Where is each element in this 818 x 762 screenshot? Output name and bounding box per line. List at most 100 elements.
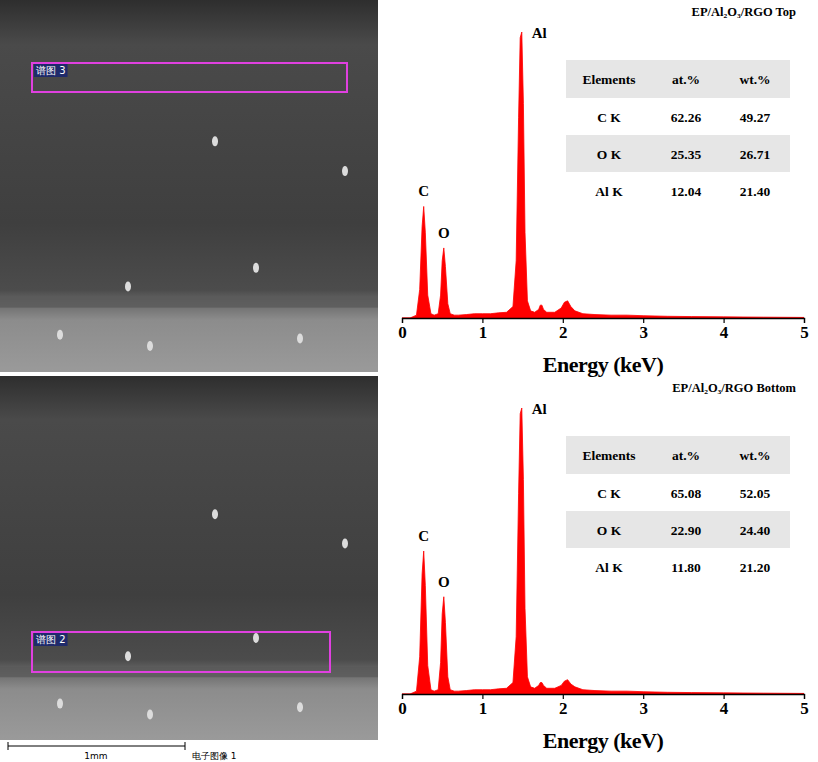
image-speck — [212, 136, 218, 146]
tick-label: 5 — [800, 699, 809, 718]
table-row-shade — [566, 60, 790, 98]
tick-label: 4 — [720, 699, 729, 718]
tick-label: 1 — [479, 699, 488, 718]
peak-label: Al — [532, 401, 547, 417]
table-header: Elements — [582, 448, 635, 463]
axis-title: Energy (keV) — [543, 352, 664, 377]
image-speck — [253, 633, 259, 643]
image-speck — [297, 702, 303, 712]
image-speck — [342, 538, 348, 548]
table-cell: 22.90 — [671, 523, 702, 538]
axis-line — [403, 319, 805, 324]
peak-label: C — [418, 183, 429, 199]
peak-label: O — [438, 225, 450, 241]
tick-label: 3 — [639, 323, 648, 342]
selection-label-text: 谱图 3 — [36, 65, 66, 76]
plot-area — [402, 408, 804, 694]
scale-bar-end — [185, 742, 186, 750]
table-cell: Al K — [595, 560, 623, 575]
chart-title: EP/Al₂O₃/RGO Bottom — [672, 381, 796, 395]
table-cell: C K — [597, 486, 621, 501]
image-speck — [253, 263, 259, 273]
peak-label: C — [418, 528, 429, 544]
x-axis: 0 1 2 3 4 5 — [398, 694, 809, 718]
spectrum-area — [402, 32, 804, 318]
image-speck — [125, 651, 131, 661]
image-speck — [147, 710, 153, 720]
image-caption: 电子图像 1 — [192, 751, 237, 761]
figure: 谱图 3 谱图 2 1mm 电子图像 1 0 1 2 3 4 5 Energy (keV) EP/Al… — [0, 0, 818, 762]
table-row-shade — [566, 135, 790, 172]
scale-bar: 1mm 电子图像 1 — [8, 742, 237, 761]
table-header: wt.% — [739, 448, 770, 463]
tick-label: 0 — [398, 699, 407, 718]
tick: 0 — [398, 318, 407, 342]
scale-bar-end — [8, 742, 9, 750]
selection-box — [32, 63, 347, 92]
peak-label: Al — [532, 25, 547, 41]
plot-area — [402, 32, 804, 318]
spectrum-panel: 0 1 2 3 4 5 Energy (keV) EP/Al₂O₃/RGO Bottom C O A… — [398, 381, 809, 753]
table-header: wt.% — [739, 72, 770, 87]
sem-image: 谱图 2 — [0, 376, 378, 740]
sem-image: 谱图 3 — [0, 0, 378, 372]
chart-title: EP/Al₂O₃/RGO Top — [692, 5, 796, 19]
spectrum-panel: 0 1 2 3 4 5 Energy (keV) EP/Al₂O₃/RGO Top C O Al El… — [398, 5, 809, 377]
tick: 2 — [559, 694, 568, 718]
image-speck — [147, 341, 153, 351]
table-cell: 65.08 — [671, 486, 702, 501]
image-speck — [57, 699, 63, 709]
selection-box — [32, 632, 330, 672]
table-cell: 25.35 — [671, 147, 702, 162]
image-speck — [57, 330, 63, 340]
table-header: Elements — [582, 72, 635, 87]
tick-label: 3 — [639, 699, 648, 718]
image-speck — [297, 334, 303, 344]
image-speck — [212, 509, 218, 519]
tick-label: 2 — [559, 323, 568, 342]
tick: 5 — [800, 318, 809, 342]
image-speck — [342, 166, 348, 176]
table-cell: O K — [597, 523, 622, 538]
label-background — [34, 64, 68, 77]
table-cell: 21.20 — [740, 560, 771, 575]
selection-label: 谱图 2 — [34, 633, 68, 646]
table-row-shade — [566, 436, 790, 474]
element-table: Elementsat.%wt.%C K65.0852.05O K22.9024.… — [566, 436, 790, 575]
table-row-shade — [566, 511, 790, 548]
tick: 0 — [398, 694, 407, 718]
tick-label: 5 — [800, 323, 809, 342]
image-interface — [0, 298, 378, 308]
image-speck — [125, 281, 131, 291]
element-table: Elementsat.%wt.%C K62.2649.27O K25.3526.… — [566, 60, 790, 199]
axis-title: Energy (keV) — [543, 728, 664, 753]
scale-bar-label: 1mm — [84, 751, 107, 761]
tick: 1 — [479, 318, 488, 342]
table-cell: 52.05 — [740, 486, 771, 501]
tick: 2 — [559, 318, 568, 342]
peak-label: O — [438, 574, 450, 590]
tick: 1 — [479, 694, 488, 718]
tick-label: 4 — [720, 323, 729, 342]
tick: 3 — [639, 694, 648, 718]
table-header: at.% — [672, 448, 700, 463]
scale-bar-line — [8, 746, 185, 747]
image-background — [0, 376, 378, 740]
tick: 4 — [720, 318, 729, 342]
table-cell: C K — [597, 110, 621, 125]
tick-label: 2 — [559, 699, 568, 718]
tick: 4 — [720, 694, 729, 718]
table-cell: O K — [597, 147, 622, 162]
image-background — [0, 0, 378, 372]
tick-label: 1 — [479, 323, 488, 342]
spectrum-area — [402, 408, 804, 694]
table-cell: 26.71 — [740, 147, 771, 162]
table-cell: 11.80 — [671, 560, 701, 575]
table-cell: 21.40 — [740, 184, 771, 199]
table-cell: 49.27 — [740, 110, 771, 125]
table-cell: 62.26 — [671, 110, 702, 125]
tick: 5 — [800, 694, 809, 718]
x-axis: 0 1 2 3 4 5 — [398, 318, 809, 342]
tick: 3 — [639, 318, 648, 342]
label-background — [34, 633, 68, 646]
